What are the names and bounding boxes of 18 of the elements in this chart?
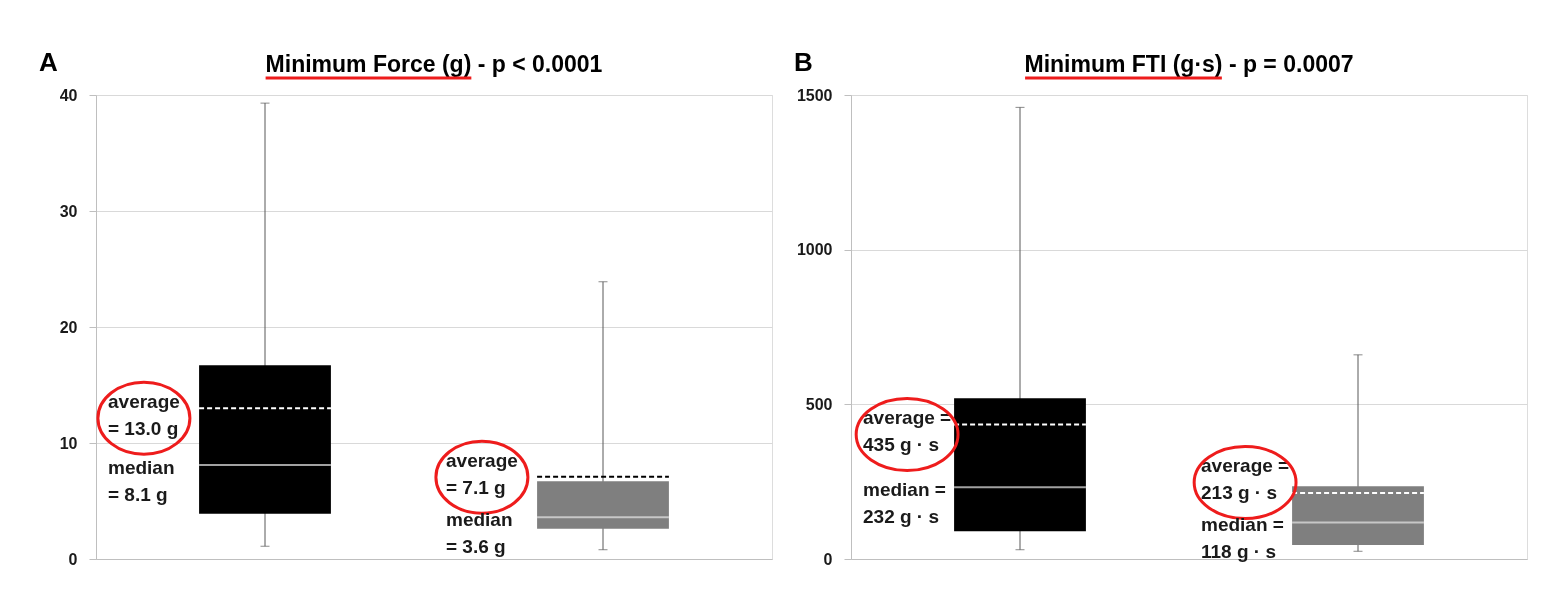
y-tick-label: 500 [805, 395, 833, 413]
chart-title: Minimum Force (g) - p < 0.0001 [265, 51, 603, 77]
annotation: median = 232 g · s [863, 479, 946, 528]
y-tick-label: 0 [68, 550, 78, 568]
y-tick-label: 20 [59, 318, 78, 336]
y-tick-label: 1000 [796, 241, 833, 259]
annotation: median = 118 g · s [1201, 514, 1284, 563]
y-tick-label: 40 [59, 86, 78, 104]
y-tick-label: 30 [59, 202, 78, 220]
text: A [39, 47, 58, 77]
text: B [794, 47, 813, 77]
y-tick-label: 10 [59, 434, 78, 452]
y-tick-label: 0 [823, 550, 833, 568]
chart-title: Minimum FTI (g·s) - p = 0.0007 [1024, 51, 1354, 77]
y-tick-label: 1500 [796, 86, 833, 104]
annotation: median = 8.1 g [108, 457, 175, 506]
annotation: median = 3.6 g [446, 509, 513, 558]
annotation: average = 13.0 g [108, 391, 180, 440]
